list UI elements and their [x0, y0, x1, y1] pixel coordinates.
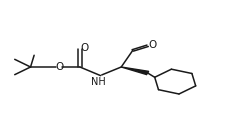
Text: O: O: [55, 62, 63, 72]
Text: O: O: [149, 40, 157, 50]
Text: NH: NH: [91, 77, 106, 87]
Text: O: O: [80, 43, 88, 53]
Polygon shape: [121, 67, 149, 75]
